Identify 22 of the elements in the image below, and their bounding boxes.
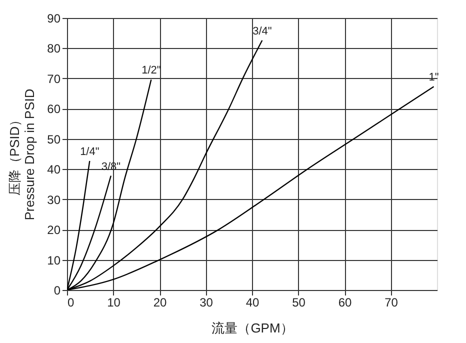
x-tick-label: 40 <box>246 296 260 310</box>
x-tick-label: 50 <box>292 296 306 310</box>
y-tick-label: 20 <box>47 223 61 238</box>
x-tick-label: 30 <box>200 296 214 310</box>
x-tick-label: 0 <box>68 296 74 310</box>
x-tick-label: 70 <box>384 296 398 310</box>
y-tick-label: 30 <box>47 192 61 207</box>
y-tick-label: 90 <box>47 12 61 26</box>
x-axis-title: 流量（GPM） <box>212 320 294 336</box>
y-tick-label: 0 <box>54 284 61 298</box>
y-tick-label: 70 <box>47 72 61 86</box>
y-tick-label: 60 <box>47 102 61 116</box>
y-tick-label: 40 <box>47 162 61 177</box>
y-tick-label: 10 <box>47 253 61 268</box>
x-tick-label: 20 <box>153 296 167 310</box>
y-axis-title: 压降（PSID） Pressure Drop in PSID <box>7 88 38 220</box>
y-tick-label: 80 <box>47 42 61 56</box>
series-label: 3/4" <box>252 25 272 38</box>
x-tick-label: 60 <box>338 296 352 310</box>
series-label: 1/4" <box>80 146 100 158</box>
x-tick-label: 10 <box>107 296 121 310</box>
y-tick-label: 50 <box>47 132 61 146</box>
